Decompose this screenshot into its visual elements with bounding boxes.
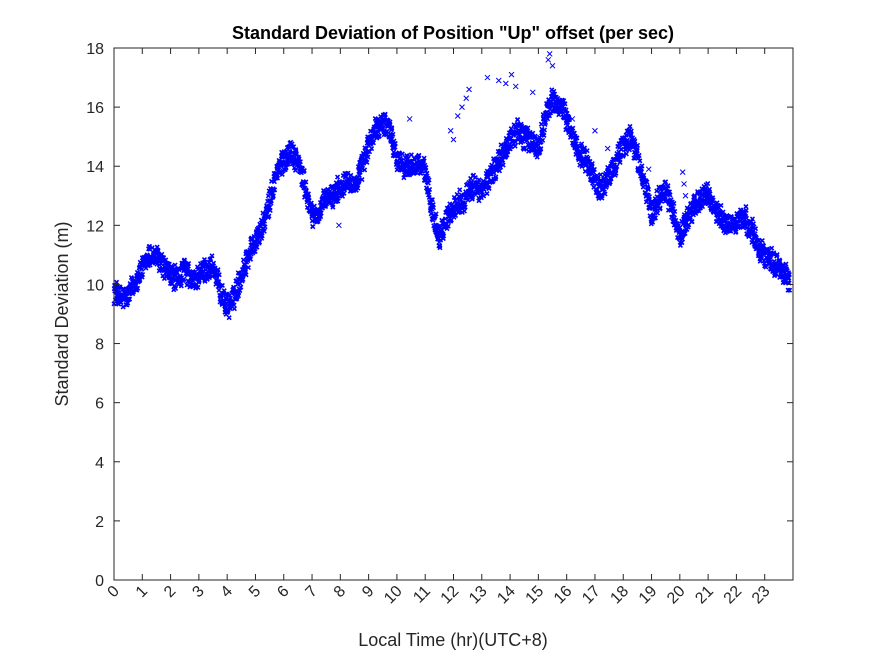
y-tick-label: 2 (95, 514, 104, 531)
x-tick-label: 10 (381, 583, 406, 608)
x-tick-label: 3 (189, 583, 207, 601)
x-tick-label: 18 (607, 583, 632, 608)
outlier-point (546, 51, 553, 57)
x-tick-label: 15 (523, 583, 548, 608)
x-tick-label: 2 (161, 583, 179, 601)
x-axis-label: Local Time (hr)(UTC+8) (358, 630, 548, 650)
outlier-points (336, 51, 689, 229)
outlier-point (336, 222, 342, 229)
outlier-point (454, 113, 461, 119)
y-tick-label: 18 (86, 41, 104, 58)
x-tick-label: 12 (438, 583, 463, 608)
outlier-point (645, 166, 652, 173)
outlier-point (508, 71, 515, 78)
y-tick-label: 0 (95, 573, 104, 590)
x-tick-label: 7 (303, 583, 321, 601)
outlier-point (545, 56, 552, 63)
y-axis: 0 2 4 6 8 10 12 14 16 18 (86, 41, 793, 590)
outlier-point (679, 169, 686, 175)
outlier-point (406, 116, 413, 122)
outlier-point (459, 104, 465, 110)
x-tick-label: 14 (494, 583, 519, 608)
x-tick-label: 9 (359, 583, 377, 601)
x-tick-label: 0 (105, 583, 123, 601)
y-tick-label: 8 (95, 337, 104, 354)
outlier-point (529, 89, 536, 96)
y-tick-label: 14 (86, 159, 104, 176)
outlier-point (484, 74, 491, 81)
x-tick-label: 11 (410, 583, 434, 607)
outlier-point (604, 145, 611, 152)
outlier-point (549, 62, 556, 69)
y-tick-label: 12 (86, 218, 104, 235)
x-tick-label: 4 (218, 583, 236, 601)
x-tick-label: 23 (749, 583, 774, 608)
plot-background (114, 48, 793, 580)
x-tick-label: 21 (692, 583, 717, 608)
x-tick-label: 19 (636, 583, 661, 608)
x-tick-label: 20 (664, 583, 689, 608)
outlier-point (463, 95, 470, 102)
y-tick-label: 6 (95, 396, 104, 413)
outlier-point (502, 80, 509, 87)
x-tick-label: 6 (274, 583, 292, 601)
outlier-point (495, 77, 502, 84)
x-tick-label: 8 (331, 583, 349, 601)
outlier-point (681, 181, 687, 187)
outlier-point (450, 136, 457, 143)
outlier-point (592, 127, 598, 134)
x-tick-label: 13 (466, 583, 491, 608)
y-axis-label: Standard Deviation (m) (52, 221, 72, 406)
x-tick-label: 1 (133, 583, 151, 601)
outlier-point (447, 127, 454, 134)
x-tick-label: 17 (579, 583, 604, 608)
outlier-point (682, 192, 689, 199)
y-tick-label: 4 (95, 455, 104, 472)
outlier-point (466, 86, 472, 93)
x-tick-label: 22 (721, 583, 746, 608)
x-tick-label: 5 (246, 583, 264, 601)
chart-title: Standard Deviation of Position "Up" offs… (232, 23, 674, 43)
outlier-point (569, 116, 576, 122)
y-tick-label: 16 (86, 100, 104, 117)
x-tick-label: 16 (551, 583, 576, 608)
outlier-point (512, 83, 519, 90)
y-tick-label: 10 (86, 277, 104, 294)
